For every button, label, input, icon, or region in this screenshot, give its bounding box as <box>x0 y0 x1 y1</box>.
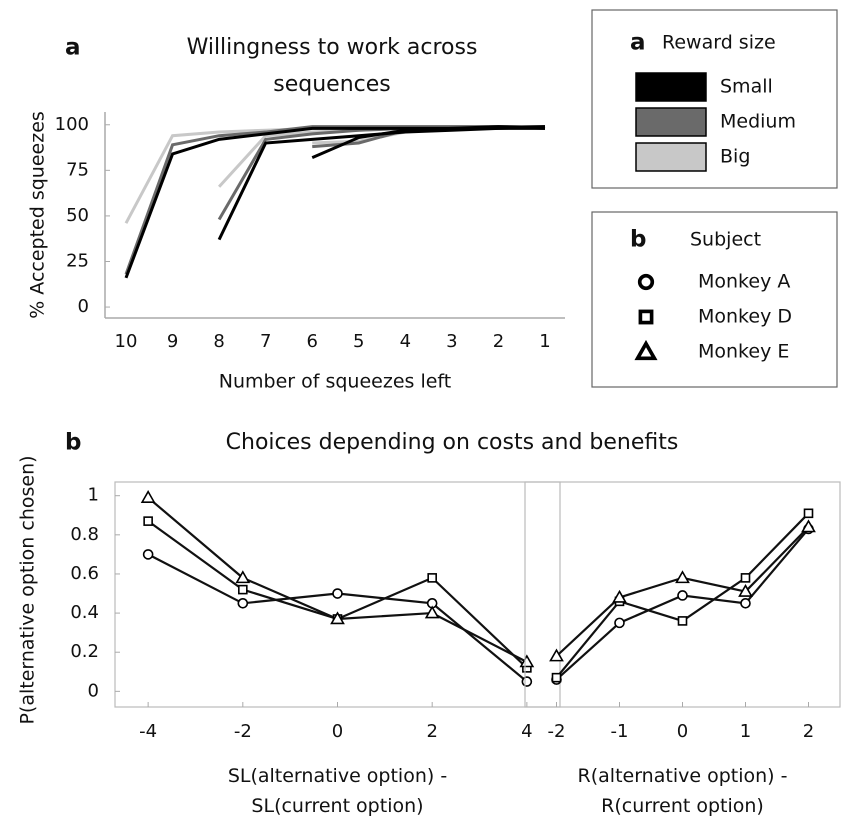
y-tick-label: 0.6 <box>70 563 99 584</box>
y-tick-label: 0 <box>78 296 89 317</box>
marker-circle <box>332 588 343 599</box>
legend-title: Subject <box>690 229 761 251</box>
marker-circle <box>237 598 249 609</box>
marker-triangle <box>549 648 564 662</box>
x-axis-label: R(alternative option) -R(current option) <box>578 765 788 817</box>
x-tick-label: 1 <box>539 331 550 352</box>
x-tick-label: 8 <box>213 331 224 352</box>
panel-label: a <box>65 35 81 61</box>
marker-triangle <box>519 654 535 668</box>
y-tick-label: 0.8 <box>70 524 99 545</box>
x-tick-label: 3 <box>446 331 457 352</box>
series-line <box>217 125 546 241</box>
x-axis-label: SL(alternative option) -SL(current optio… <box>228 765 447 817</box>
marker-triangle <box>801 519 816 533</box>
series-line <box>147 496 528 663</box>
legend-title: Reward size <box>662 32 776 54</box>
legend-label: Big <box>720 146 750 168</box>
x-tick-label: 5 <box>353 331 364 352</box>
y-axis-label: P(alternative option chosen) <box>17 455 39 724</box>
x-tick-label: 4 <box>400 331 411 352</box>
marker-circle <box>614 617 625 629</box>
legend-label: Monkey E <box>698 341 789 363</box>
marker-square <box>677 616 688 626</box>
y-tick-label: 75 <box>66 159 89 180</box>
x-tick-label: 2 <box>493 331 504 352</box>
legend-box <box>591 211 838 388</box>
marker-triangle <box>675 570 690 584</box>
legend-label: Small <box>720 76 773 98</box>
series-line <box>311 126 545 159</box>
legend-swatch <box>635 72 707 102</box>
legend-panel-label: a <box>630 30 646 56</box>
x-axis-label: Number of squeezes left <box>219 371 451 393</box>
marker-circle <box>677 590 688 601</box>
marker-square <box>143 516 153 526</box>
legend-box <box>591 9 838 189</box>
x-tick-label: -1 <box>611 721 629 742</box>
x-tick-label: 0 <box>332 721 343 742</box>
marker-square <box>803 508 814 519</box>
y-axis-label: % Accepted squeezes <box>27 111 49 319</box>
series-line <box>217 125 545 221</box>
marker-square <box>638 309 654 325</box>
legend-label: Monkey A <box>698 271 790 293</box>
y-tick-label: 1 <box>88 485 99 506</box>
chart-title: Choices depending on costs and benefits <box>226 430 679 455</box>
legend-panel-label: b <box>630 227 646 253</box>
x-tick-label: 2 <box>426 721 437 742</box>
x-tick-label: 6 <box>306 331 317 352</box>
y-tick-label: 50 <box>66 205 89 226</box>
x-tick-label: 2 <box>803 721 814 742</box>
y-tick-label: 25 <box>66 250 89 271</box>
series-line <box>124 125 546 279</box>
x-tick-label: 4 <box>521 721 532 742</box>
marker-circle <box>521 676 533 687</box>
y-tick-label: 0.2 <box>70 641 99 662</box>
marker-triangle <box>330 611 345 625</box>
legend-swatch <box>635 142 707 172</box>
x-tick-label: -2 <box>548 721 566 742</box>
marker-triangle <box>634 339 658 361</box>
marker-triangle <box>235 570 251 584</box>
legend-label: Monkey D <box>698 306 792 328</box>
y-tick-label: 100 <box>55 114 89 135</box>
marker-square <box>551 672 562 683</box>
y-tick-label: 0.4 <box>70 602 99 623</box>
marker-square <box>238 584 248 595</box>
marker-square <box>427 573 437 583</box>
x-tick-label: -2 <box>234 721 252 742</box>
x-tick-label: -4 <box>139 721 157 742</box>
marker-triangle <box>612 589 627 603</box>
x-tick-label: 10 <box>115 331 138 352</box>
marker-circle <box>740 598 751 609</box>
marker-circle <box>142 549 154 560</box>
marker-triangle <box>738 583 753 597</box>
marker-triangle <box>140 490 156 503</box>
chart-title: Willingness to work across sequences <box>187 35 478 97</box>
panel-label: b <box>65 430 81 456</box>
x-tick-label: 0 <box>677 721 688 742</box>
marker-triangle <box>424 605 440 619</box>
y-tick-label: 0 <box>88 680 99 701</box>
x-tick-label: 1 <box>740 721 751 742</box>
x-tick-label: 9 <box>167 331 178 352</box>
marker-square <box>740 573 751 583</box>
marker-circle <box>637 273 655 291</box>
legend-label: Medium <box>720 111 796 133</box>
x-tick-label: 7 <box>260 331 271 352</box>
legend-swatch <box>635 107 707 137</box>
